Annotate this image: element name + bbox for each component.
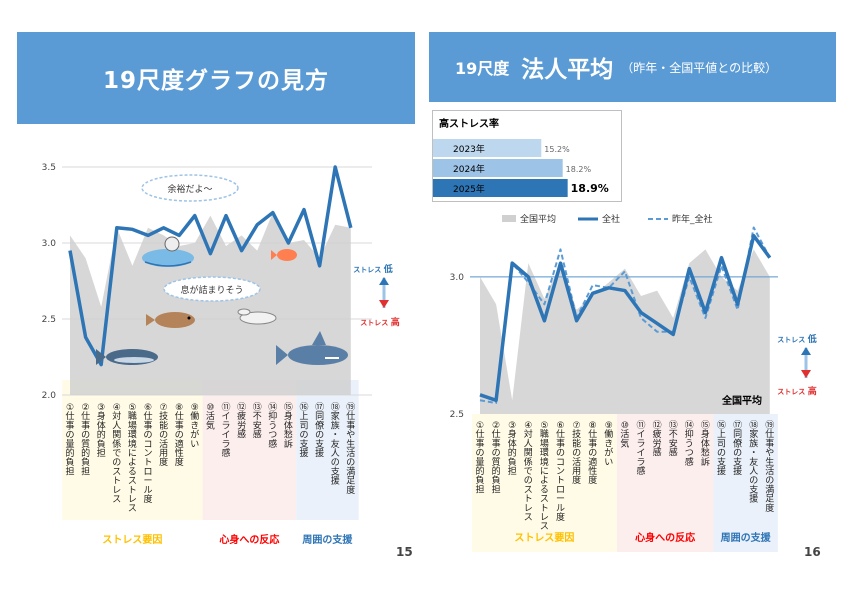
category-label: ④ 対人関係でのストレス (112, 403, 121, 505)
snapper-fish-icon (146, 312, 195, 328)
slide-16-subtitle: （昨年・全国平値との比較） (621, 60, 778, 75)
page-number-16: 16 (804, 545, 821, 559)
category-label: ⑮ 身体愁訴 (284, 402, 293, 450)
high-stress-year: 2024年 (453, 163, 485, 175)
category-label: ⑥ 仕事のコントロール度 (143, 403, 152, 505)
y-tick-label: 2.0 (42, 391, 57, 401)
y-tick-label: 3.0 (42, 239, 57, 249)
category-label: ① 仕事の量的負担 (65, 403, 74, 477)
page-number-15: 15 (396, 545, 413, 559)
y-tick-label: 3.5 (42, 163, 56, 173)
high-stress-ratio-box: 高ストレス率 2023年 15.2% 2024年 18.2% 2025年 18.9% (432, 110, 622, 202)
category-label: ⑤ 職場環境によるストレス (128, 403, 137, 514)
bubble-good-text: 余裕だよ～ (167, 183, 212, 195)
stress-low-label: ストレス 低 (353, 263, 392, 275)
group-label: ストレス要因 (102, 534, 162, 546)
group-band (62, 380, 203, 520)
group-band (296, 380, 359, 520)
stress-arrow: ストレス 低 ストレス 高 (353, 263, 399, 328)
slide-15-title: 19尺度グラフの見方 (17, 32, 415, 124)
high-stress-value: 18.2% (566, 165, 592, 174)
category-label: ⑪ イライラ感 (221, 402, 230, 459)
category-label: ⑱ 家族・友人の支援 (331, 402, 340, 487)
bubble-bad-text: 息が詰まりそう (180, 284, 243, 296)
high-stress-bar (433, 159, 563, 177)
company-line (68, 165, 353, 367)
category-label: ⑩ 活気 (206, 403, 215, 431)
group-label: 周囲の支援 (302, 533, 353, 546)
category-label: ⑯ 上司の支援 (299, 402, 308, 459)
cloud-bubble-bad: 息が詰まりそう (163, 276, 261, 302)
reef-fish-icon (271, 249, 297, 261)
national-average-area (70, 212, 351, 395)
slide-16-title-banner: 19尺度 法人平均 （昨年・全国平値との比較） (429, 32, 836, 102)
high-stress-bar (433, 139, 542, 157)
category-label: ⑭ 抑うつ感 (268, 402, 277, 450)
tuna-fish-icon (96, 349, 158, 365)
group-label: 心身への反応 (219, 533, 279, 546)
chart-15: 3.5 3.0 2.5 2.0 余裕だよ～ 息が詰まりそう (42, 163, 400, 546)
high-stress-title: 高ストレス率 (439, 117, 499, 130)
shark-icon (276, 331, 348, 365)
slide-15: 19尺度グラフの見方 3.5 3.0 2.5 2.0 余裕だよ～ 息が詰まりそう (17, 32, 415, 559)
category-label: ⑲ 仕事や生活の満足度 (346, 402, 355, 496)
category-label: ⑫ 疲労感 (237, 402, 246, 441)
category-label: ⑰ 同僚の支援 (315, 402, 324, 459)
category-label: ⑦ 技能の活用度 (159, 403, 168, 468)
slide-16: 19尺度 法人平均 （昨年・全国平値との比較） 16 (421, 0, 842, 596)
cloud-bubble-good: 余裕だよ～ (141, 174, 239, 202)
y-tick-label: 2.5 (42, 315, 56, 325)
category-label: ② 仕事の質的負担 (81, 403, 90, 477)
slide-16-num: 19尺度 (455, 59, 510, 78)
slide-16-title: 法人平均 (521, 57, 614, 83)
fish-relaxing-icon (142, 236, 194, 267)
category-label: ③ 身体的負担 (97, 403, 106, 459)
category-label: ⑬ 不安感 (253, 402, 262, 441)
high-stress-value: 15.2% (544, 145, 570, 154)
high-stress-bar (433, 179, 568, 197)
high-stress-year: 2025年 (453, 183, 485, 195)
high-stress-value: 18.9% (571, 182, 609, 195)
category-label: ⑧ 仕事の適性度 (175, 403, 184, 468)
category-label: ⑨ 働きがい (190, 403, 199, 450)
tired-rabbit-icon (237, 308, 277, 325)
high-stress-chart: 高ストレス率 2023年 15.2% 2024年 18.2% 2025年 18.9% (433, 117, 609, 197)
stress-high-label: ストレス 高 (360, 316, 399, 328)
high-stress-year: 2023年 (453, 143, 485, 155)
group-band (202, 380, 297, 520)
